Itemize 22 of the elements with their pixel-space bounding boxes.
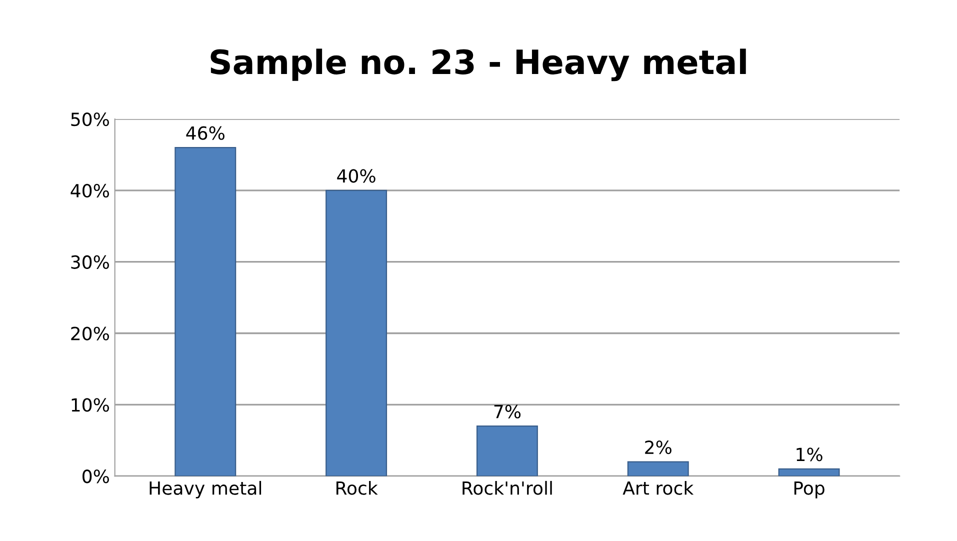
x-tick-label: Pop (794, 481, 824, 498)
x-tick-label: Rock'n'roll (462, 480, 552, 495)
data-label: 2% (645, 440, 672, 454)
data-label: 7% (494, 404, 521, 418)
bar (476, 426, 538, 476)
x-tick-label: Rock (336, 480, 378, 495)
y-tick-label: 10% (72, 398, 109, 412)
y-tick-label: 0% (82, 470, 109, 484)
data-label: 1% (796, 448, 822, 462)
x-tick-label: Art rock (622, 480, 694, 495)
bar (627, 461, 689, 476)
data-label: 40% (337, 169, 376, 183)
bar (778, 468, 840, 476)
x-tick-label: Heavy metal (150, 480, 262, 498)
data-label: 46% (186, 126, 224, 140)
y-tick-label: 40% (70, 184, 109, 198)
chart-title: Sample no. 23 - Heavy metal (210, 48, 746, 82)
y-tick-label: 50% (71, 112, 109, 126)
bar (174, 147, 236, 476)
y-tick-label: 20% (71, 326, 109, 340)
y-tick-label: 30% (71, 255, 109, 269)
bar (326, 190, 388, 476)
